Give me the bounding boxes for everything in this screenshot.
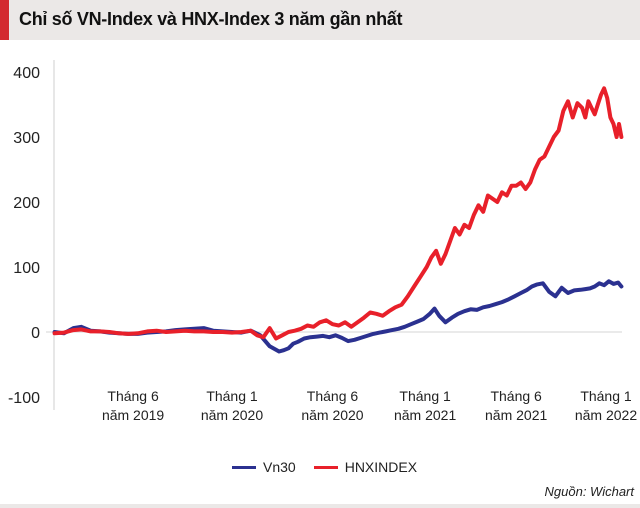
y-tick-label: 400 <box>13 65 40 82</box>
y-tick-label: 100 <box>13 260 40 277</box>
x-tick-label: năm 2021 <box>394 407 456 423</box>
x-axis: Tháng 6 năm 2019 Tháng 1 năm 2020 Tháng 6 năm… <box>102 388 637 423</box>
legend-item-vn30: Vn30 <box>232 459 296 475</box>
legend-label-hnxindex: HNXINDEX <box>344 459 418 475</box>
series-line-vn30 <box>52 279 624 354</box>
legend-label-vn30: Vn30 <box>263 459 296 475</box>
source-note: Nguồn: Wichart <box>544 484 634 499</box>
legend-swatch-hnxindex <box>313 465 338 469</box>
header-accent-bar <box>0 0 9 40</box>
x-tick-label: Tháng 1 <box>399 388 451 404</box>
legend: Vn30 HNXINDEX <box>232 459 435 475</box>
x-tick-label: Tháng 1 <box>206 388 258 404</box>
x-tick-label: Tháng 6 <box>107 388 159 404</box>
x-tick-label: năm 2020 <box>301 407 363 423</box>
x-tick-label: năm 2022 <box>575 407 637 423</box>
x-tick-label: Tháng 6 <box>307 388 359 404</box>
y-axis: 400 300 200 100 0 -100 <box>8 60 622 410</box>
legend-item-hnxindex: HNXINDEX <box>313 459 418 475</box>
legend-swatch-vn30 <box>232 465 256 469</box>
chart-header: Chỉ số VN-Index và HNX-Index 3 năm gần n… <box>0 0 640 40</box>
x-tick-label: Tháng 1 <box>580 388 632 404</box>
x-tick-label: năm 2019 <box>102 407 164 423</box>
bottom-rule <box>0 504 640 508</box>
series-line-hnxindex <box>52 86 624 341</box>
chart-title: Chỉ số VN-Index và HNX-Index 3 năm gần n… <box>19 9 403 29</box>
y-tick-label: -100 <box>8 390 40 407</box>
series-lines <box>52 86 624 354</box>
y-tick-label: 0 <box>31 325 40 342</box>
x-tick-label: Tháng 6 <box>490 388 542 404</box>
y-tick-label: 300 <box>13 130 40 147</box>
x-tick-label: năm 2021 <box>485 407 547 423</box>
x-tick-label: năm 2020 <box>201 407 263 423</box>
y-tick-label: 200 <box>13 195 40 212</box>
